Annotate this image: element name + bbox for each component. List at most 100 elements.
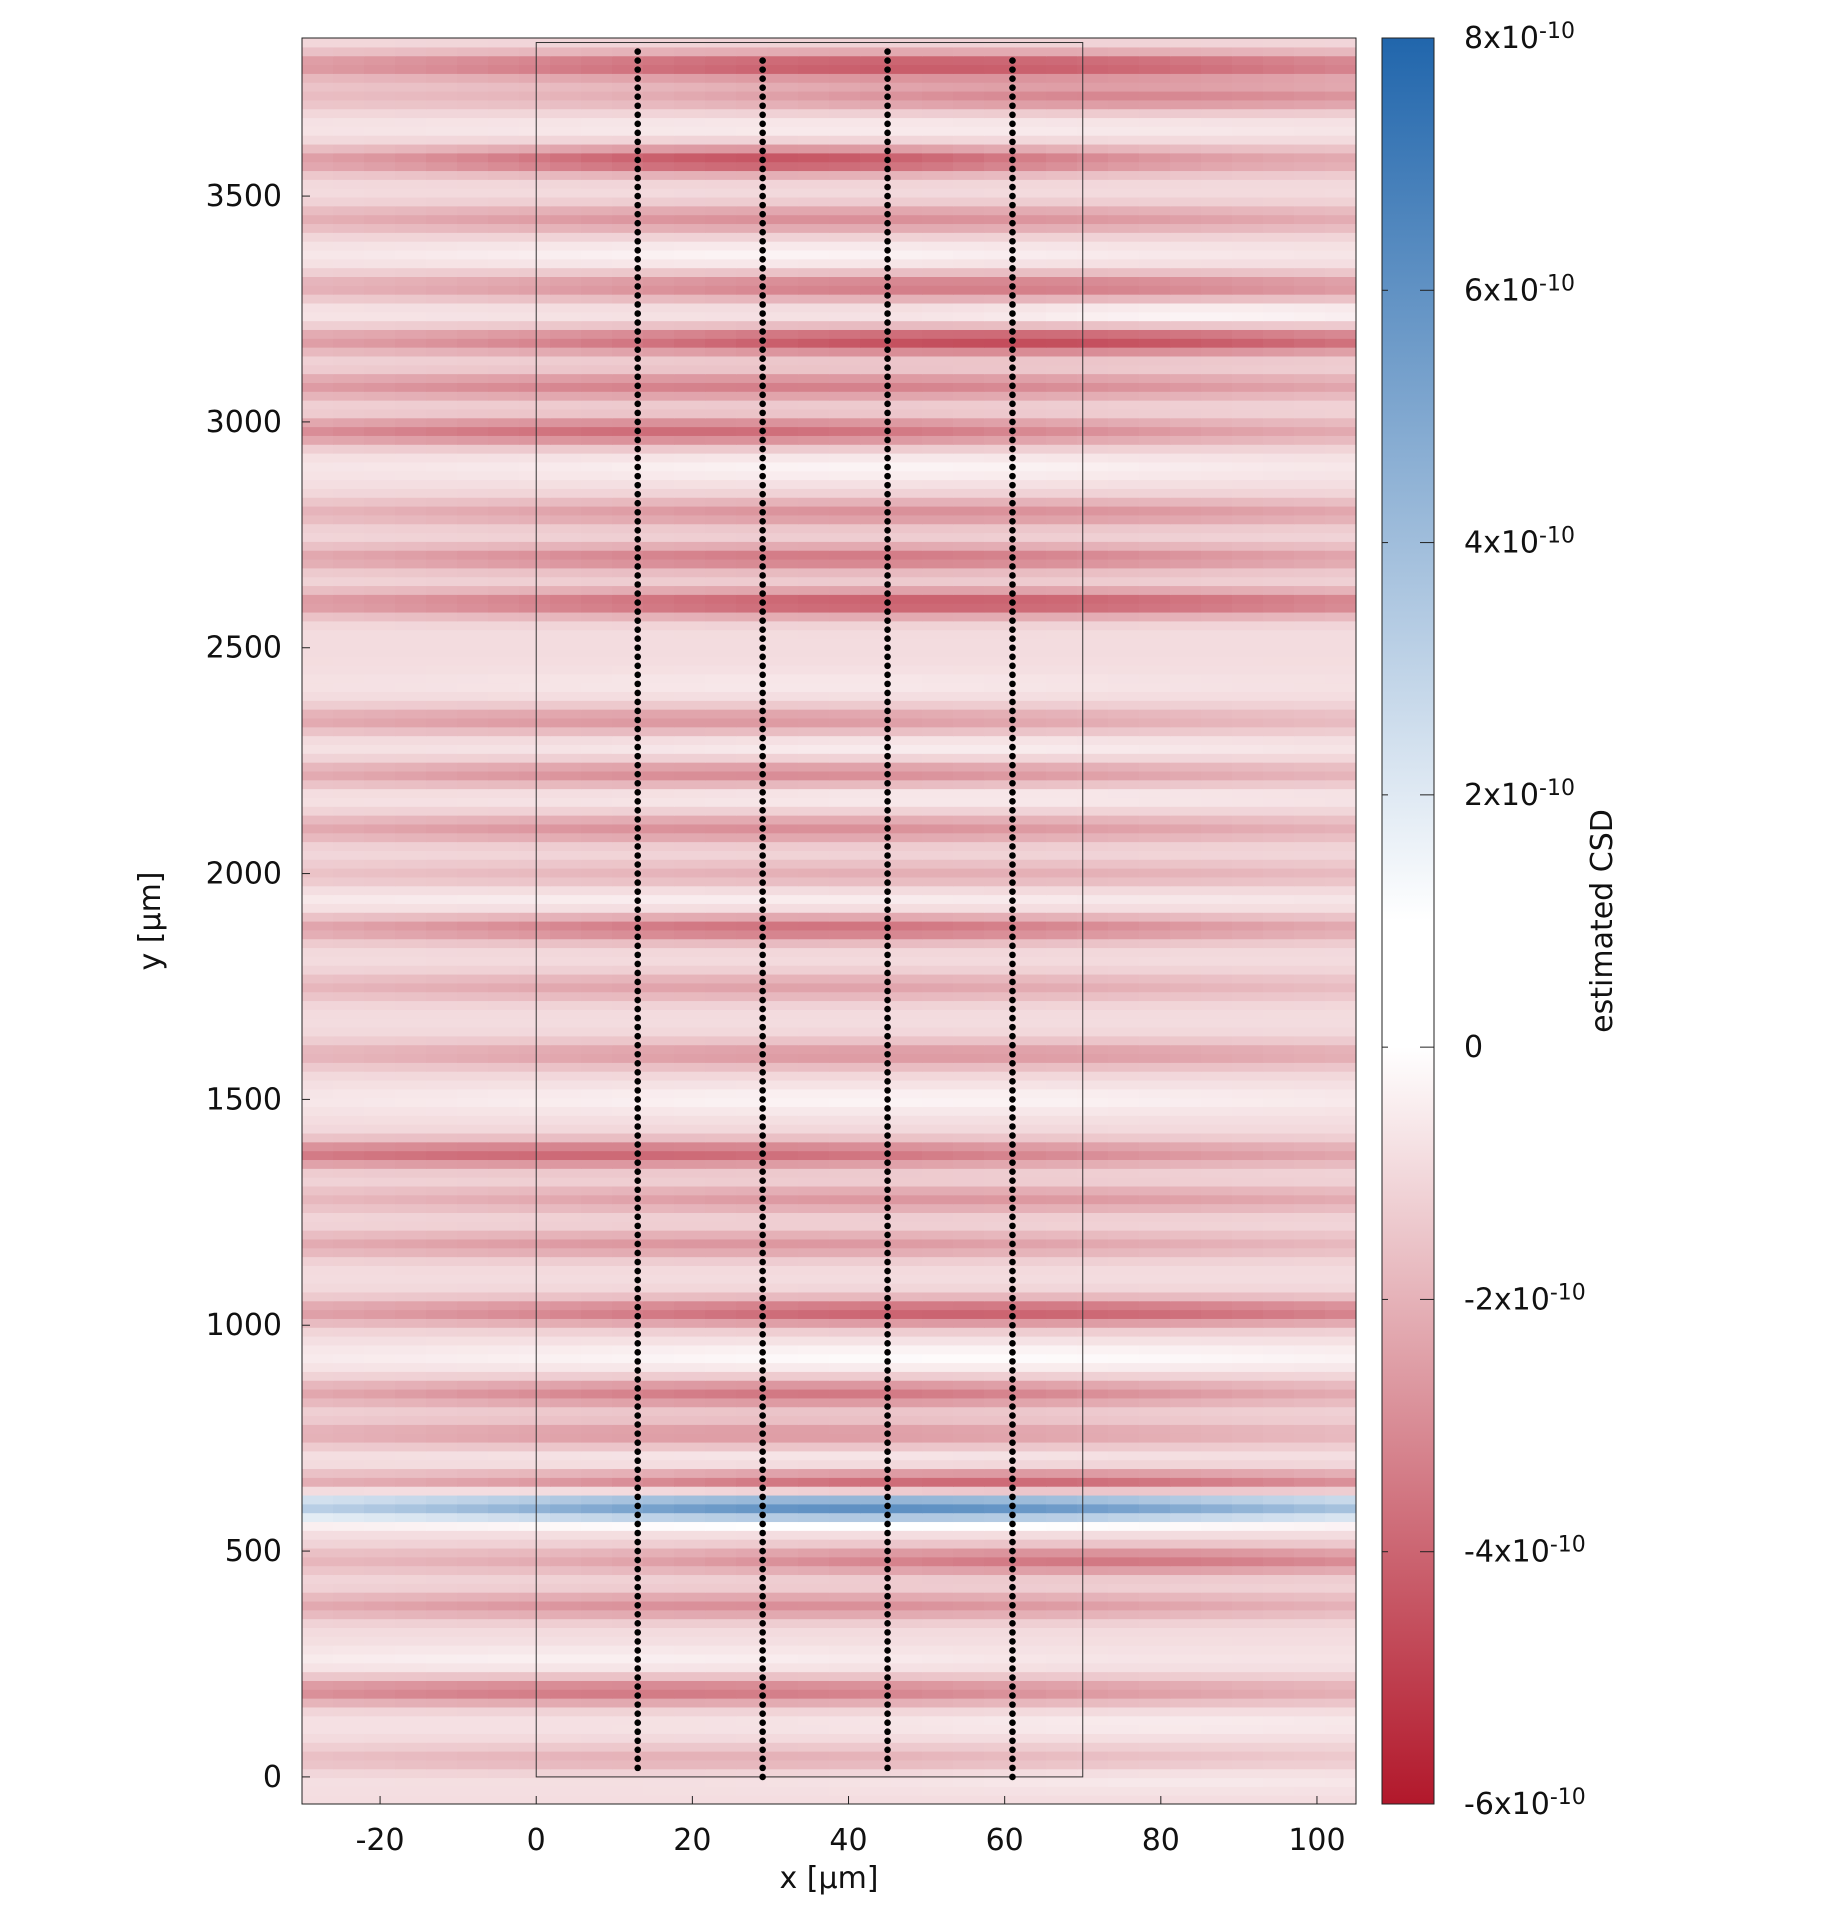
heatmap-cell — [798, 1759, 830, 1770]
heatmap-cell — [581, 1300, 613, 1311]
heatmap-cell — [922, 673, 954, 684]
heatmap-cell — [674, 876, 706, 887]
heatmap-cell — [1263, 1724, 1295, 1734]
heatmap-cell — [1294, 815, 1326, 825]
heatmap-cell — [1201, 1274, 1233, 1284]
heatmap-cell — [674, 523, 706, 534]
heatmap-cell — [1294, 1318, 1326, 1328]
heatmap-cell — [1263, 735, 1295, 745]
heatmap-cell — [1170, 929, 1202, 940]
heatmap-cell — [519, 673, 551, 684]
heatmap-cell — [1139, 1759, 1171, 1770]
heatmap-cell — [1232, 1265, 1264, 1275]
heatmap-cell — [829, 1406, 861, 1417]
heatmap-cell — [736, 1397, 768, 1408]
heatmap-cell — [333, 859, 365, 869]
heatmap-cell — [395, 717, 427, 728]
heatmap-cell — [1170, 841, 1202, 851]
heatmap-cell — [643, 603, 675, 613]
heatmap-cell — [674, 947, 706, 957]
heatmap-cell — [395, 1777, 427, 1787]
heatmap-cell — [302, 514, 334, 525]
heatmap-cell — [1046, 682, 1078, 693]
heatmap-cell — [1263, 1079, 1295, 1090]
heatmap-cell — [1170, 1689, 1202, 1699]
heatmap-cell — [891, 894, 923, 904]
heatmap-cell — [1201, 832, 1233, 843]
heatmap-cell — [302, 1433, 334, 1443]
heatmap-cell — [1201, 1415, 1233, 1425]
heatmap-cell — [1170, 1724, 1202, 1734]
heatmap-cell — [1046, 1362, 1078, 1372]
heatmap-cell — [1325, 1221, 1356, 1231]
heatmap-cell — [705, 505, 737, 516]
heatmap-cell — [550, 885, 582, 896]
heatmap-cell — [891, 585, 923, 595]
heatmap-cell — [333, 841, 365, 851]
heatmap-cell — [705, 1530, 737, 1540]
heatmap-cell — [674, 1062, 706, 1072]
heatmap-cell — [1139, 656, 1171, 666]
heatmap-cell — [550, 611, 582, 622]
heatmap-cell — [736, 1477, 768, 1487]
heatmap-cell — [364, 1035, 396, 1046]
heatmap-cell — [488, 1115, 520, 1125]
heatmap-cell — [581, 1494, 613, 1505]
heatmap-cell — [860, 1609, 892, 1620]
heatmap-cell — [829, 1680, 861, 1690]
heatmap-cell — [705, 744, 737, 754]
heatmap-cell — [1139, 1592, 1171, 1602]
heatmap-cell — [736, 673, 768, 684]
heatmap-cell — [1046, 1477, 1078, 1487]
heatmap-cell — [1201, 1150, 1233, 1161]
heatmap-cell — [519, 1706, 551, 1717]
heatmap-cell — [767, 973, 799, 984]
heatmap-cell — [488, 1000, 520, 1010]
heatmap-cell — [1046, 1698, 1078, 1708]
heatmap-cell — [1232, 1362, 1264, 1372]
heatmap-cell — [767, 1450, 799, 1461]
heatmap-cell — [581, 585, 613, 595]
heatmap-cell — [891, 567, 923, 578]
heatmap-cell — [1325, 1459, 1356, 1470]
heatmap-cell — [1046, 1662, 1078, 1673]
heatmap-cell — [426, 1000, 458, 1010]
heatmap-cell — [798, 903, 830, 913]
heatmap-cell — [829, 567, 861, 578]
heatmap-cell — [1170, 797, 1202, 807]
heatmap-cell — [581, 1132, 613, 1143]
heatmap-cell — [922, 1494, 954, 1505]
heatmap-cell — [1139, 1777, 1171, 1787]
heatmap-cell — [1108, 1486, 1140, 1496]
heatmap-cell — [1015, 691, 1047, 701]
heatmap-cell — [333, 1609, 365, 1620]
heatmap-cell — [829, 1415, 861, 1425]
heatmap-cell — [767, 629, 799, 640]
heatmap-cell — [1232, 1795, 1264, 1804]
heatmap-cell — [705, 1238, 737, 1249]
heatmap-cell — [1046, 1309, 1078, 1319]
heatmap-cell — [550, 682, 582, 693]
heatmap-cell — [302, 938, 334, 949]
heatmap-cell — [364, 735, 396, 745]
heatmap-cell — [1263, 1645, 1295, 1655]
heatmap-cell — [953, 514, 985, 525]
heatmap-cell — [891, 1380, 923, 1390]
heatmap-cell — [612, 673, 644, 684]
heatmap-cell — [488, 1212, 520, 1222]
heatmap-cell — [1108, 1742, 1140, 1752]
heatmap-cell — [612, 1212, 644, 1222]
heatmap-cell — [798, 1194, 830, 1205]
heatmap-cell — [1108, 1177, 1140, 1187]
heatmap-cell — [519, 1150, 551, 1161]
heatmap-cell — [860, 973, 892, 984]
heatmap-cell — [519, 1300, 551, 1311]
heatmap-cell — [395, 1556, 427, 1567]
heatmap-cell — [767, 832, 799, 843]
heatmap-cell — [767, 1141, 799, 1152]
heatmap-cell — [550, 762, 582, 772]
heatmap-cell — [1015, 938, 1047, 949]
heatmap-cell — [798, 1141, 830, 1152]
heatmap-cell — [798, 965, 830, 975]
heatmap-cell — [1294, 1433, 1326, 1443]
